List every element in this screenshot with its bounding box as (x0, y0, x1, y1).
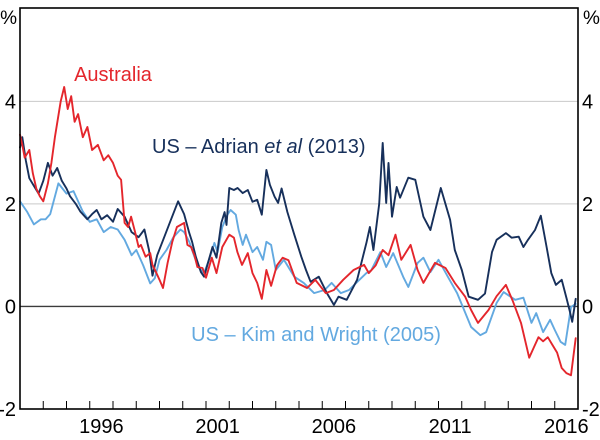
x-tick-label: 1996 (79, 416, 124, 438)
y-tick-label-left: 0 (5, 296, 16, 318)
y-tick-label-right: -2 (582, 399, 600, 421)
y-tick-label-right: 0 (582, 296, 593, 318)
series-label-australia: Australia (74, 64, 153, 86)
y-tick-label-left: -2 (0, 399, 16, 421)
y-tick-label-right: 2 (582, 194, 593, 216)
gridlines (20, 100, 578, 308)
x-tick-label: 2001 (195, 416, 240, 438)
x-tick-label: 2011 (429, 416, 472, 438)
series-label-us-adrian-prefix: US – Adrian (152, 136, 264, 158)
y-tick-label-right: 4 (582, 91, 593, 113)
y-tick-label-left: 4 (5, 91, 16, 113)
y-axis-unit-right: % (583, 8, 600, 29)
series-line-us-adrian (19, 136, 577, 323)
y-axis-unit-left: % (0, 8, 17, 29)
series-line-australia (19, 86, 577, 377)
x-tick-label: 2016 (544, 416, 589, 438)
x-tick-label: 2006 (312, 416, 357, 438)
series-lines (19, 86, 577, 377)
y-tick-label-left: 2 (5, 194, 16, 216)
series-label-us-adrian: US – Adrian et al (2013) (152, 136, 365, 158)
series-label-us-adrian-italic: et al (264, 136, 302, 158)
axes (19, 7, 579, 410)
series-label-us-kim-wright: US – Kim and Wright (2005) (191, 324, 441, 346)
axis-labels: -2 -2 0 0 2 2 4 4 1996 2001 2006 2011 2016 (0, 91, 600, 438)
series-label-us-adrian-suffix: (2013) (302, 136, 365, 158)
series-line-us-kim-wright (19, 182, 577, 346)
